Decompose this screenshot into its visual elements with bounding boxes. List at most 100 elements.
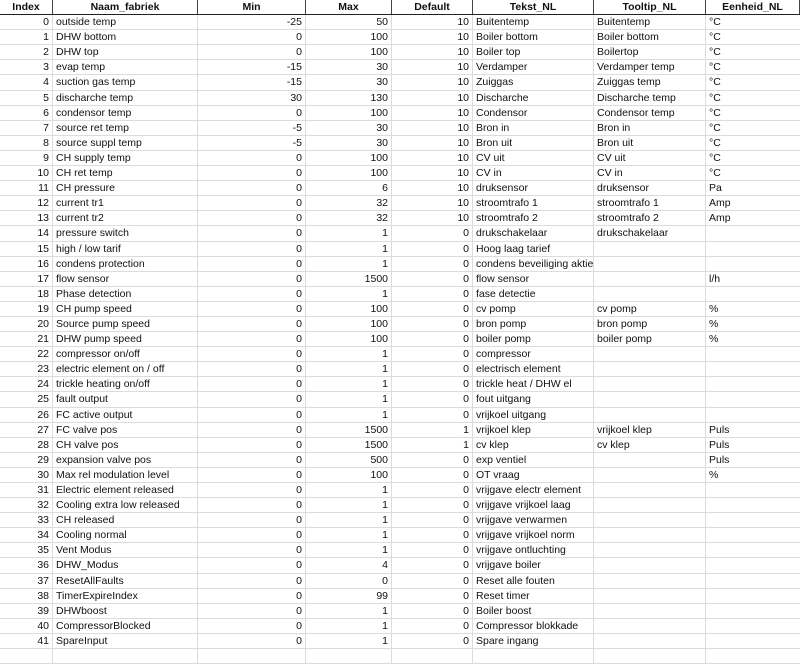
cell-max[interactable]: 100 (306, 467, 392, 482)
cell-tooltip-nl[interactable] (594, 483, 706, 498)
cell[interactable] (198, 649, 306, 664)
cell-tooltip-nl[interactable] (594, 543, 706, 558)
cell-default[interactable]: 0 (392, 241, 473, 256)
cell-max[interactable]: 100 (306, 166, 392, 181)
cell-index[interactable]: 11 (0, 181, 53, 196)
cell-index[interactable]: 31 (0, 483, 53, 498)
cell-naam-fabriek[interactable]: high / low tarif (53, 241, 198, 256)
cell-min[interactable]: 0 (198, 437, 306, 452)
cell-index[interactable]: 26 (0, 407, 53, 422)
cell-index[interactable]: 5 (0, 90, 53, 105)
cell-naam-fabriek[interactable]: outside temp (53, 15, 198, 30)
cell-eenheid-nl[interactable] (706, 589, 800, 603)
cell-tekst-nl[interactable]: Zuiggas (473, 75, 594, 90)
cell-min[interactable]: 0 (198, 241, 306, 256)
cell-max[interactable]: 32 (306, 211, 392, 226)
cell-min[interactable]: 0 (198, 316, 306, 332)
cell-index[interactable]: 0 (0, 15, 53, 30)
cell-index[interactable]: 13 (0, 211, 53, 226)
cell-max[interactable]: 500 (306, 452, 392, 467)
cell-tekst-nl[interactable]: vrijgave electr element (473, 483, 594, 498)
cell-tooltip-nl[interactable] (594, 558, 706, 573)
cell-min[interactable]: 0 (198, 105, 306, 120)
cell-default[interactable]: 0 (392, 377, 473, 392)
cell-default[interactable]: 10 (392, 120, 473, 135)
cell-tekst-nl[interactable]: Spare ingang (473, 633, 594, 649)
cell-naam-fabriek[interactable]: Cooling normal (53, 528, 198, 543)
cell-max[interactable]: 32 (306, 196, 392, 211)
cell-default[interactable]: 10 (392, 15, 473, 30)
cell-tooltip-nl[interactable] (594, 452, 706, 467)
cell-eenheid-nl[interactable] (706, 543, 800, 557)
cell-naam-fabriek[interactable]: CH supply temp (53, 150, 198, 166)
cell-tekst-nl[interactable]: Boiler bottom (473, 30, 594, 45)
cell-naam-fabriek[interactable]: CH pressure (53, 181, 198, 196)
cell-naam-fabriek[interactable]: Electric element released (53, 483, 198, 498)
cell-eenheid-nl[interactable]: % (709, 317, 719, 330)
cell-index[interactable]: 23 (0, 362, 53, 377)
cell-max[interactable]: 30 (306, 60, 392, 75)
cell-index[interactable]: 22 (0, 347, 53, 362)
cell-naam-fabriek[interactable]: suction gas temp (53, 75, 198, 90)
cell-tekst-nl[interactable]: electrisch element (473, 362, 594, 377)
cell-tooltip-nl[interactable] (594, 603, 706, 618)
cell-eenheid-nl[interactable]: l/h (709, 272, 721, 285)
cell-tooltip-nl[interactable] (594, 347, 706, 362)
cell-default[interactable]: 10 (392, 166, 473, 181)
cell-tooltip-nl[interactable] (594, 498, 706, 513)
cell-naam-fabriek[interactable]: CH ret temp (53, 166, 198, 181)
cell-min[interactable]: 0 (198, 422, 306, 437)
cell-index[interactable]: 29 (0, 452, 53, 467)
cell-tooltip-nl[interactable] (594, 256, 706, 271)
cell-naam-fabriek[interactable]: DHW bottom (53, 30, 198, 45)
header-tekst-nl[interactable]: Tekst_NL (473, 0, 594, 15)
header-index[interactable]: Index (0, 0, 53, 15)
cell-min[interactable]: 0 (198, 256, 306, 271)
cell-min[interactable]: 0 (198, 196, 306, 211)
cell-eenheid-nl[interactable]: °C (709, 136, 721, 149)
cell-default[interactable]: 1 (392, 422, 473, 437)
cell-tooltip-nl[interactable] (594, 513, 706, 528)
cell[interactable] (594, 649, 706, 664)
cell-default[interactable]: 0 (392, 573, 473, 588)
cell-tooltip-nl[interactable] (594, 271, 706, 286)
cell-min[interactable]: 0 (198, 618, 306, 633)
cell-tooltip-nl[interactable]: Boiler bottom (594, 30, 706, 45)
cell-default[interactable]: 0 (392, 588, 473, 603)
cell-eenheid-nl[interactable]: °C (709, 167, 721, 180)
cell-index[interactable]: 30 (0, 467, 53, 482)
cell-default[interactable]: 10 (392, 90, 473, 105)
cell-naam-fabriek[interactable]: Phase detection (53, 286, 198, 301)
cell-eenheid-nl[interactable]: Pa (709, 182, 722, 195)
cell-tooltip-nl[interactable] (594, 588, 706, 603)
cell-default[interactable]: 0 (392, 498, 473, 513)
cell-naam-fabriek[interactable]: Cooling extra low released (53, 498, 198, 513)
cell-tekst-nl[interactable]: exp ventiel (473, 452, 594, 467)
cell-naam-fabriek[interactable]: current tr2 (53, 211, 198, 226)
cell-default[interactable]: 10 (392, 75, 473, 90)
cell-default[interactable]: 0 (392, 347, 473, 362)
cell-max[interactable]: 1 (306, 392, 392, 407)
cell-eenheid-nl[interactable] (706, 362, 800, 376)
cell-tooltip-nl[interactable]: CV in (594, 166, 706, 181)
cell-max[interactable]: 6 (306, 181, 392, 196)
cell-min[interactable]: 0 (198, 301, 306, 316)
cell-max[interactable]: 1 (306, 377, 392, 392)
cell-min[interactable]: 0 (198, 271, 306, 286)
cell-min[interactable]: 0 (198, 45, 306, 60)
header-default[interactable]: Default (392, 0, 473, 15)
cell-min[interactable]: 0 (198, 483, 306, 498)
cell-tekst-nl[interactable]: vrijgave boiler (473, 558, 594, 573)
cell-tekst-nl[interactable]: cv pomp (473, 301, 594, 316)
cell-tekst-nl[interactable]: Reset timer (473, 588, 594, 603)
cell-max[interactable]: 0 (306, 573, 392, 588)
cell-default[interactable]: 0 (392, 256, 473, 271)
cell-index[interactable]: 40 (0, 618, 53, 633)
cell-index[interactable]: 14 (0, 226, 53, 241)
cell-max[interactable]: 1 (306, 226, 392, 241)
cell-naam-fabriek[interactable]: pressure switch (53, 226, 198, 241)
cell-min[interactable]: 0 (198, 573, 306, 588)
cell-eenheid-nl[interactable] (706, 347, 800, 361)
cell-naam-fabriek[interactable]: Max rel modulation level (53, 467, 198, 482)
cell-min[interactable]: 0 (198, 558, 306, 573)
